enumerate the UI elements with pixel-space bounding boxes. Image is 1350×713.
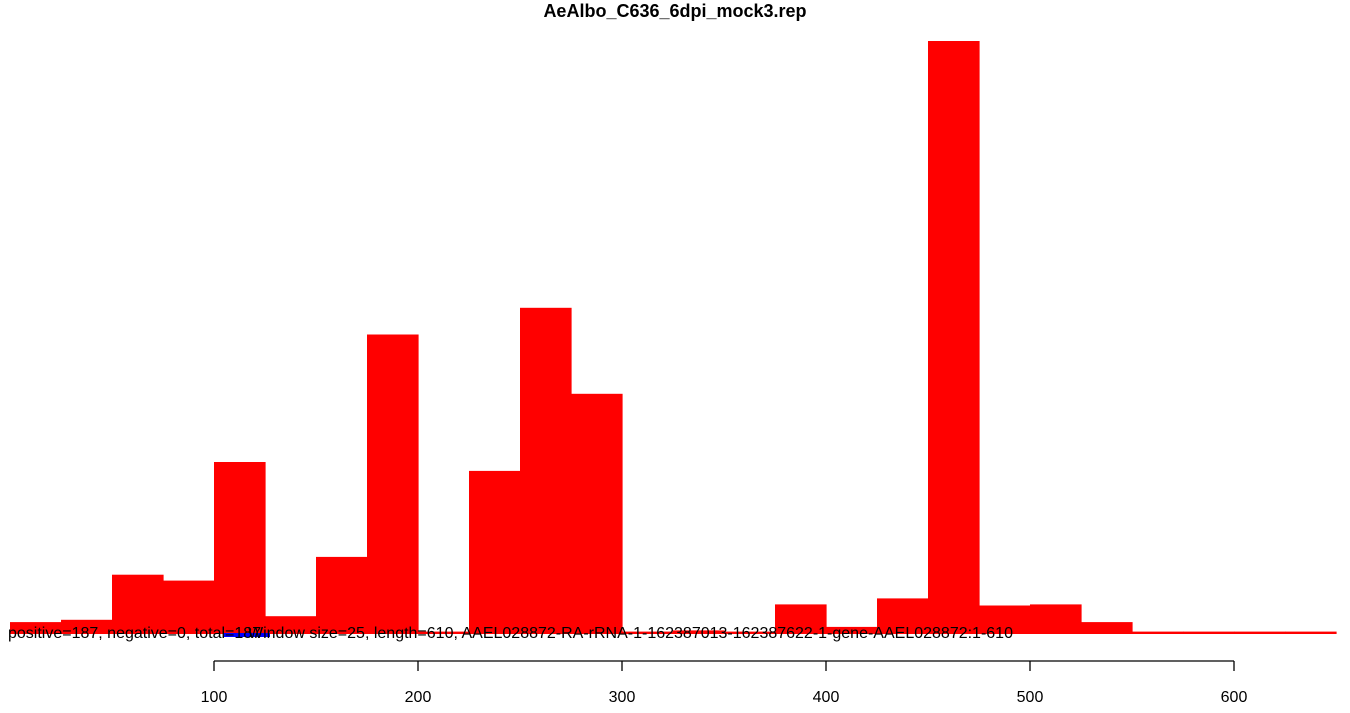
bars-group: [10, 41, 1337, 634]
negative-marker: [224, 633, 270, 637]
window-annotation: Window size=25, length=610, AAEL028872-R…: [248, 625, 1013, 642]
histogram-bar: [724, 631, 776, 634]
histogram-bar: [1183, 631, 1235, 634]
histogram-bar: [877, 598, 929, 634]
x-tick-label: 600: [1221, 689, 1248, 706]
x-tick-label: 400: [813, 689, 840, 706]
histogram-bar: [622, 631, 674, 634]
histogram-bar: [418, 631, 470, 634]
histogram-bar: [928, 41, 980, 634]
histogram-bar: [979, 605, 1031, 634]
histogram-bar: [316, 556, 368, 634]
histogram-bar: [10, 622, 62, 634]
histogram-bar: [775, 604, 827, 634]
chart-title: AeAlbo_C636_6dpi_mock3.rep: [543, 1, 806, 21]
histogram-bar: [1030, 604, 1082, 634]
histogram-bar: [826, 626, 878, 634]
histogram-bar: [61, 619, 113, 634]
histogram-bar: [367, 334, 419, 634]
x-tick-label: 200: [405, 689, 432, 706]
x-axis: 100 200 300 400 500 600: [201, 660, 1248, 706]
histogram-bar: [214, 462, 266, 634]
x-tick-label: 300: [609, 689, 636, 706]
histogram-bar: [469, 470, 521, 634]
histogram-bar: [673, 630, 725, 634]
x-tick-label: 500: [1017, 689, 1044, 706]
histogram-bar: [1285, 631, 1337, 634]
histogram-bar: [571, 393, 623, 634]
counts-annotation: positive=187, negative=0, total=187: [8, 625, 261, 642]
histogram-bar: [1081, 622, 1133, 634]
histogram-bar: [163, 580, 215, 634]
histogram-bar: [1234, 631, 1286, 634]
x-tick-label: 100: [201, 689, 228, 706]
histogram-bar: [112, 574, 164, 634]
histogram-bar: [265, 616, 317, 634]
histogram-bar: [1132, 631, 1184, 634]
histogram-bar: [520, 307, 572, 634]
